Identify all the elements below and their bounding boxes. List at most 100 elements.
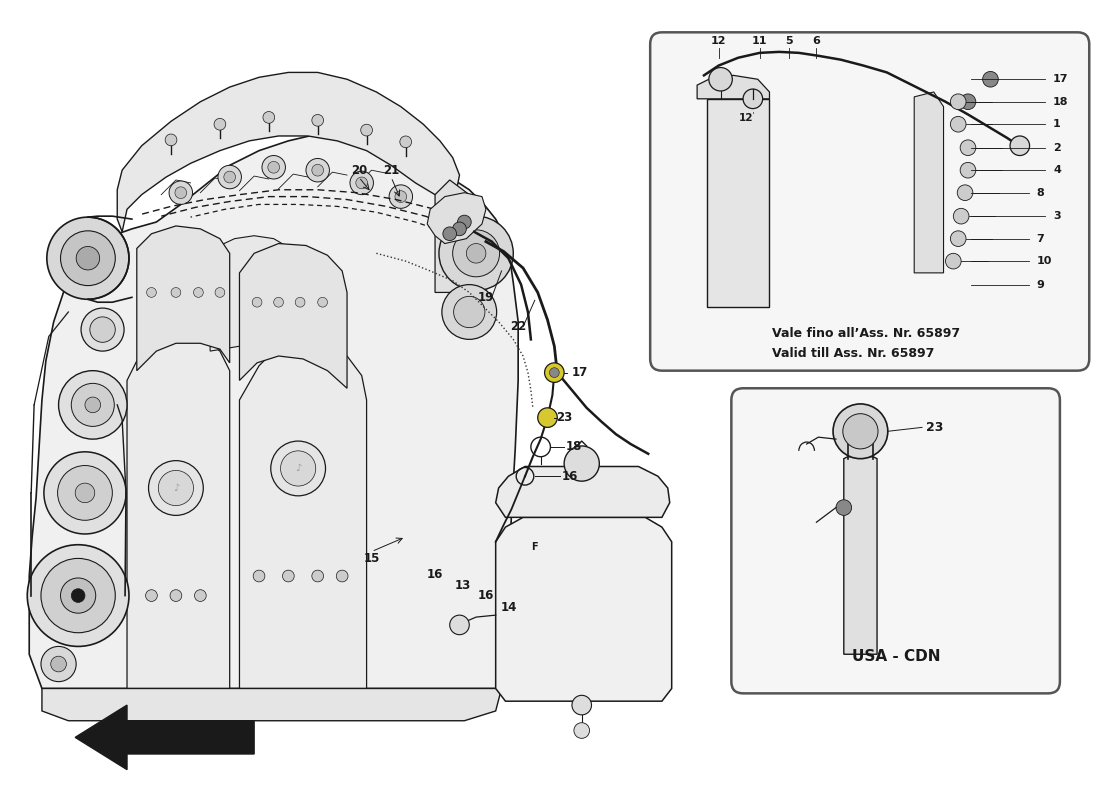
Circle shape xyxy=(214,287,224,298)
Circle shape xyxy=(1010,136,1030,155)
Circle shape xyxy=(41,646,76,682)
Circle shape xyxy=(389,185,412,208)
FancyBboxPatch shape xyxy=(732,388,1060,694)
Text: F: F xyxy=(531,542,538,552)
Circle shape xyxy=(44,452,127,534)
Text: 17: 17 xyxy=(1053,74,1068,84)
Text: 4: 4 xyxy=(1053,165,1060,175)
Circle shape xyxy=(355,177,367,189)
Circle shape xyxy=(262,155,285,179)
Circle shape xyxy=(274,298,284,307)
Text: 10: 10 xyxy=(1036,256,1052,266)
Circle shape xyxy=(395,190,407,202)
Circle shape xyxy=(452,230,499,277)
Text: 11: 11 xyxy=(752,36,768,46)
Circle shape xyxy=(145,590,157,602)
Circle shape xyxy=(85,397,100,413)
Text: 23: 23 xyxy=(556,411,572,424)
Polygon shape xyxy=(118,73,460,232)
Circle shape xyxy=(843,414,878,449)
Circle shape xyxy=(253,570,265,582)
Circle shape xyxy=(361,124,373,136)
Circle shape xyxy=(283,570,294,582)
FancyBboxPatch shape xyxy=(650,32,1089,370)
Text: 16: 16 xyxy=(562,470,579,482)
Polygon shape xyxy=(210,236,302,351)
Circle shape xyxy=(169,181,192,205)
Circle shape xyxy=(439,216,514,290)
Circle shape xyxy=(175,187,187,198)
Circle shape xyxy=(214,118,225,130)
Polygon shape xyxy=(136,226,230,370)
Circle shape xyxy=(90,317,116,342)
Text: 19: 19 xyxy=(477,291,494,304)
Circle shape xyxy=(223,171,235,183)
Circle shape xyxy=(836,500,851,515)
Text: 12: 12 xyxy=(739,114,754,123)
Circle shape xyxy=(165,134,177,146)
Circle shape xyxy=(982,71,999,87)
Text: 5: 5 xyxy=(785,36,793,46)
Circle shape xyxy=(550,368,559,378)
Text: 1: 1 xyxy=(1053,119,1060,130)
Text: 3: 3 xyxy=(1053,211,1060,221)
Circle shape xyxy=(58,370,126,439)
Text: ♪: ♪ xyxy=(173,483,179,493)
Polygon shape xyxy=(844,457,877,654)
Circle shape xyxy=(744,89,762,109)
Circle shape xyxy=(544,363,564,382)
Circle shape xyxy=(311,570,323,582)
Circle shape xyxy=(950,117,966,132)
Circle shape xyxy=(170,287,180,298)
Circle shape xyxy=(950,231,966,246)
Polygon shape xyxy=(914,92,944,273)
Text: 14: 14 xyxy=(500,601,517,614)
Circle shape xyxy=(218,166,241,189)
Circle shape xyxy=(337,570,348,582)
Text: 2: 2 xyxy=(1053,142,1060,153)
Circle shape xyxy=(443,227,456,241)
Text: a passion for parts since 1984: a passion for parts since 1984 xyxy=(166,517,450,635)
Circle shape xyxy=(146,287,156,298)
Circle shape xyxy=(170,590,182,602)
Text: 18: 18 xyxy=(565,441,582,454)
Circle shape xyxy=(350,171,373,194)
Circle shape xyxy=(158,470,194,506)
Circle shape xyxy=(950,94,966,110)
Circle shape xyxy=(564,446,600,481)
Polygon shape xyxy=(697,75,770,99)
Circle shape xyxy=(708,67,733,91)
Circle shape xyxy=(280,451,316,486)
Text: USA - CDN: USA - CDN xyxy=(852,649,940,664)
Circle shape xyxy=(954,208,969,224)
Polygon shape xyxy=(496,466,670,518)
Text: 7: 7 xyxy=(1036,234,1044,244)
Circle shape xyxy=(442,285,497,339)
Polygon shape xyxy=(30,134,518,689)
Circle shape xyxy=(75,483,95,502)
Text: 18: 18 xyxy=(1053,97,1068,106)
Circle shape xyxy=(194,287,204,298)
Text: eurosparts: eurosparts xyxy=(50,350,488,566)
Circle shape xyxy=(453,296,485,328)
Polygon shape xyxy=(240,339,366,689)
Circle shape xyxy=(271,441,326,496)
Circle shape xyxy=(960,94,976,110)
Polygon shape xyxy=(434,180,488,293)
Circle shape xyxy=(41,558,116,633)
Circle shape xyxy=(957,185,972,201)
Polygon shape xyxy=(42,689,502,721)
Circle shape xyxy=(946,254,961,269)
Text: 8: 8 xyxy=(1036,188,1044,198)
Text: 6: 6 xyxy=(813,36,821,46)
Circle shape xyxy=(57,466,112,520)
Text: ♪: ♪ xyxy=(295,463,301,474)
Circle shape xyxy=(960,162,976,178)
Text: Valid till Ass. Nr. 65897: Valid till Ass. Nr. 65897 xyxy=(772,346,935,359)
Text: 9: 9 xyxy=(1036,280,1044,290)
Circle shape xyxy=(295,298,305,307)
Circle shape xyxy=(267,162,279,173)
Text: 22: 22 xyxy=(510,320,526,333)
Text: 12: 12 xyxy=(711,36,726,46)
Text: 16: 16 xyxy=(427,567,443,581)
